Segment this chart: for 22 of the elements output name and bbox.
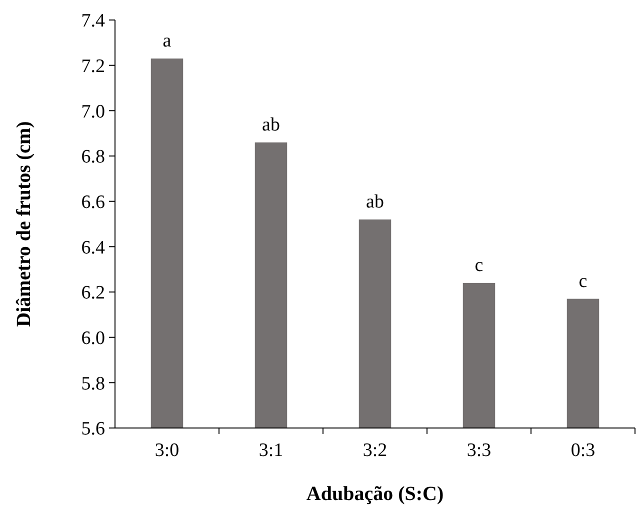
y-tick-label: 6.6 <box>81 192 105 213</box>
x-tick-label: 3:1 <box>258 440 284 461</box>
annotation: ab <box>366 191 384 212</box>
y-tick-label: 6.0 <box>81 328 105 349</box>
x-tick-label: 0:3 <box>570 440 596 461</box>
y-tick-label: 5.6 <box>81 418 105 440</box>
x-tick-label: 3:0 <box>154 440 180 461</box>
annotation: c <box>578 270 588 292</box>
y-tick-label: 7.4 <box>81 10 106 32</box>
y-tick-label: 5.8 <box>81 373 105 394</box>
annotation: ab <box>262 114 280 136</box>
x-axis-title: Adubação (S:C) <box>306 483 444 505</box>
y-tick-label: 7.2 <box>81 56 105 77</box>
y-tick-label: 7.0 <box>81 101 105 122</box>
y-axis-title: Diâmetro de frutos (cm) <box>13 121 35 327</box>
y-tick-label: 6.2 <box>81 282 105 304</box>
annotation: c <box>474 254 484 276</box>
x-tick-label: 3:2 <box>362 440 388 461</box>
y-tick-label: 6.4 <box>81 237 106 258</box>
x-tick-label: 3:3 <box>466 440 492 461</box>
annotation: a <box>162 30 172 52</box>
y-tick-label: 6.8 <box>81 146 105 168</box>
